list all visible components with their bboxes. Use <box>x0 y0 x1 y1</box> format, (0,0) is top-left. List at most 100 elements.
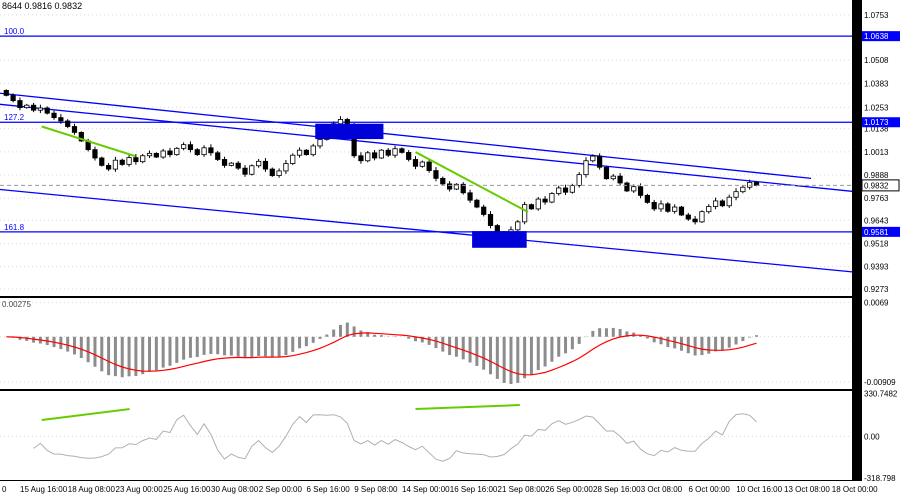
candle-body <box>187 144 194 151</box>
candle-body <box>3 89 9 96</box>
candle-body <box>583 160 589 176</box>
candle-body <box>358 155 364 162</box>
candle-body <box>535 198 541 210</box>
candle-body <box>167 150 173 156</box>
candle-body <box>672 206 678 212</box>
candle-body <box>146 152 153 157</box>
chart-right-frame <box>852 0 862 481</box>
candle-body <box>665 203 671 212</box>
macd-value-readout: 0.00275 <box>2 300 31 309</box>
candle-body <box>194 149 200 156</box>
candle-body <box>644 194 650 203</box>
price-axis-label: 1.0138 <box>864 125 889 134</box>
trendline[interactable] <box>0 103 853 192</box>
candle-body <box>160 150 166 158</box>
price-axis-label: 0.9643 <box>864 216 889 225</box>
candle-body <box>71 126 78 133</box>
trendline[interactable] <box>0 188 853 273</box>
candle-body <box>201 147 207 156</box>
candle-body <box>590 155 596 162</box>
candle-body <box>228 162 234 166</box>
green-trendline[interactable] <box>41 125 136 158</box>
macd-axis-label: 0.0069 <box>864 298 889 307</box>
price-axis-label: 0.9273 <box>864 285 889 294</box>
cci-line <box>33 413 757 462</box>
cci-plot-area[interactable] <box>0 391 852 480</box>
time-axis-label: 10 Oct 16:00 <box>736 485 782 494</box>
candle-body <box>549 193 555 203</box>
candle-body <box>426 161 432 171</box>
candle-body <box>467 192 473 201</box>
candle-body <box>30 104 37 111</box>
candle-body <box>133 157 139 163</box>
candle-body <box>37 107 44 111</box>
time-axis-label: 15 Aug 16:00 <box>20 485 68 494</box>
cci-axis-label: 330.7482 <box>864 390 898 399</box>
candle-body <box>446 183 453 190</box>
price-axis-label: 1.0753 <box>864 11 889 20</box>
time-axis-label: 18 Oct 00:00 <box>832 485 878 494</box>
candle-body <box>624 182 630 192</box>
candle-body <box>412 159 419 167</box>
candle-body <box>576 174 582 186</box>
time-axis-label: 25 Aug 16:00 <box>163 485 211 494</box>
candle-body <box>528 204 535 210</box>
candle-body <box>119 159 125 165</box>
cci-green-trendline[interactable] <box>415 404 520 411</box>
time-axis-label: 28 Sep 16:00 <box>593 485 641 494</box>
candle-body <box>337 119 344 125</box>
time-axis-label: 0 <box>2 485 7 494</box>
price-axis-label: 1.0253 <box>864 103 889 112</box>
candle-body <box>610 175 616 180</box>
candle-body <box>99 157 105 166</box>
candle-body <box>44 107 50 114</box>
candle-body <box>617 175 623 184</box>
time-axis-label: 16 Sep 16:00 <box>450 485 498 494</box>
time-axis-label: 23 Aug 00:00 <box>116 485 164 494</box>
green-trendline[interactable] <box>415 151 529 213</box>
candle-body <box>242 167 248 175</box>
candle-body <box>153 152 159 158</box>
highlight-box[interactable] <box>472 231 527 248</box>
candle-body <box>603 166 610 180</box>
highlight-box[interactable] <box>315 123 384 140</box>
candle-body <box>78 132 84 142</box>
candle-body <box>365 152 371 162</box>
time-axis[interactable] <box>0 481 900 500</box>
candle-body <box>181 144 187 149</box>
trendline[interactable] <box>0 92 812 179</box>
time-axis-label: 14 Sep 00:00 <box>402 485 450 494</box>
price-axis[interactable] <box>862 0 900 481</box>
candle-body <box>256 160 262 167</box>
candle-body <box>290 154 296 164</box>
candle-body <box>637 186 644 196</box>
candle-body <box>51 112 57 119</box>
candle-body <box>406 152 412 160</box>
candle-body <box>481 206 487 215</box>
candle-body <box>706 206 712 213</box>
candle-body <box>392 148 398 156</box>
candle-body <box>262 160 269 170</box>
time-axis-label: 13 Oct 08:00 <box>784 485 830 494</box>
candle-body <box>440 177 446 185</box>
candle-body <box>740 186 746 193</box>
macd-signal-line <box>6 332 757 376</box>
candle-body <box>542 198 548 203</box>
candle-body <box>303 149 309 156</box>
candle-body <box>569 184 575 193</box>
cci-green-trendline[interactable] <box>41 408 130 421</box>
candle-body <box>453 183 460 190</box>
candle-body <box>733 191 739 198</box>
candle-body <box>678 206 685 216</box>
candle-body <box>221 159 228 166</box>
candle-body <box>399 148 405 153</box>
price-axis-label: 1.0383 <box>864 79 889 88</box>
fib-level-label: 127.2 <box>4 113 25 122</box>
fib-price-tag-label: 0.9581 <box>864 228 889 237</box>
axis-divider <box>0 480 900 481</box>
price-axis-label: 1.0013 <box>864 148 889 157</box>
candle-body <box>10 94 16 101</box>
candle-body <box>719 200 726 207</box>
